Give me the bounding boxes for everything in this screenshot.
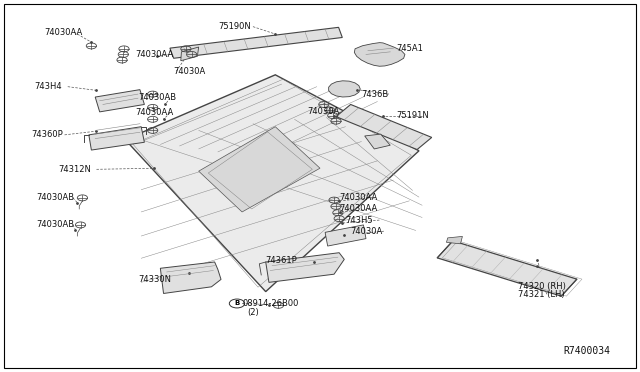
Text: 74321 (LH): 74321 (LH) (518, 290, 564, 299)
Text: B: B (234, 301, 239, 307)
Text: 74312N: 74312N (58, 165, 91, 174)
Text: 7436B: 7436B (362, 90, 388, 99)
Polygon shape (89, 127, 145, 150)
Polygon shape (161, 262, 221, 294)
Polygon shape (170, 27, 342, 58)
Text: 74030AB: 74030AB (36, 221, 74, 230)
Polygon shape (266, 253, 344, 282)
Text: 74030AA: 74030AA (339, 193, 378, 202)
Polygon shape (329, 81, 360, 97)
Text: 74360P: 74360P (31, 130, 63, 140)
Text: 74030AB: 74030AB (36, 193, 74, 202)
Text: 74030A: 74030A (351, 227, 383, 236)
Text: R7400034: R7400034 (564, 346, 611, 356)
Text: 74030AA: 74030AA (44, 28, 83, 37)
Text: 74030A: 74030A (307, 108, 339, 116)
Polygon shape (365, 134, 390, 149)
Text: 745A1: 745A1 (397, 44, 424, 53)
Text: 75190N: 75190N (218, 22, 251, 31)
Polygon shape (125, 75, 419, 292)
Polygon shape (180, 47, 198, 61)
Text: 74030AA: 74030AA (339, 205, 378, 214)
Text: 08914-26B00: 08914-26B00 (242, 299, 298, 308)
Text: 74030A: 74030A (173, 67, 205, 76)
Text: (2): (2) (247, 308, 259, 317)
Text: 74330N: 74330N (138, 275, 171, 284)
Polygon shape (355, 43, 405, 66)
Text: 75191N: 75191N (397, 111, 429, 120)
Text: 74030AB: 74030AB (138, 93, 176, 102)
Text: 74361P: 74361P (266, 256, 298, 264)
Polygon shape (447, 236, 463, 244)
Text: 74030AA: 74030AA (135, 50, 173, 59)
Text: 743H5: 743H5 (346, 216, 373, 225)
Polygon shape (95, 90, 145, 112)
Text: 74030AA: 74030AA (135, 109, 173, 118)
Text: 743H4: 743H4 (34, 82, 61, 91)
Polygon shape (336, 105, 432, 150)
Polygon shape (325, 225, 366, 246)
Polygon shape (437, 241, 577, 296)
Text: 74320 (RH): 74320 (RH) (518, 282, 566, 291)
Polygon shape (198, 127, 320, 212)
